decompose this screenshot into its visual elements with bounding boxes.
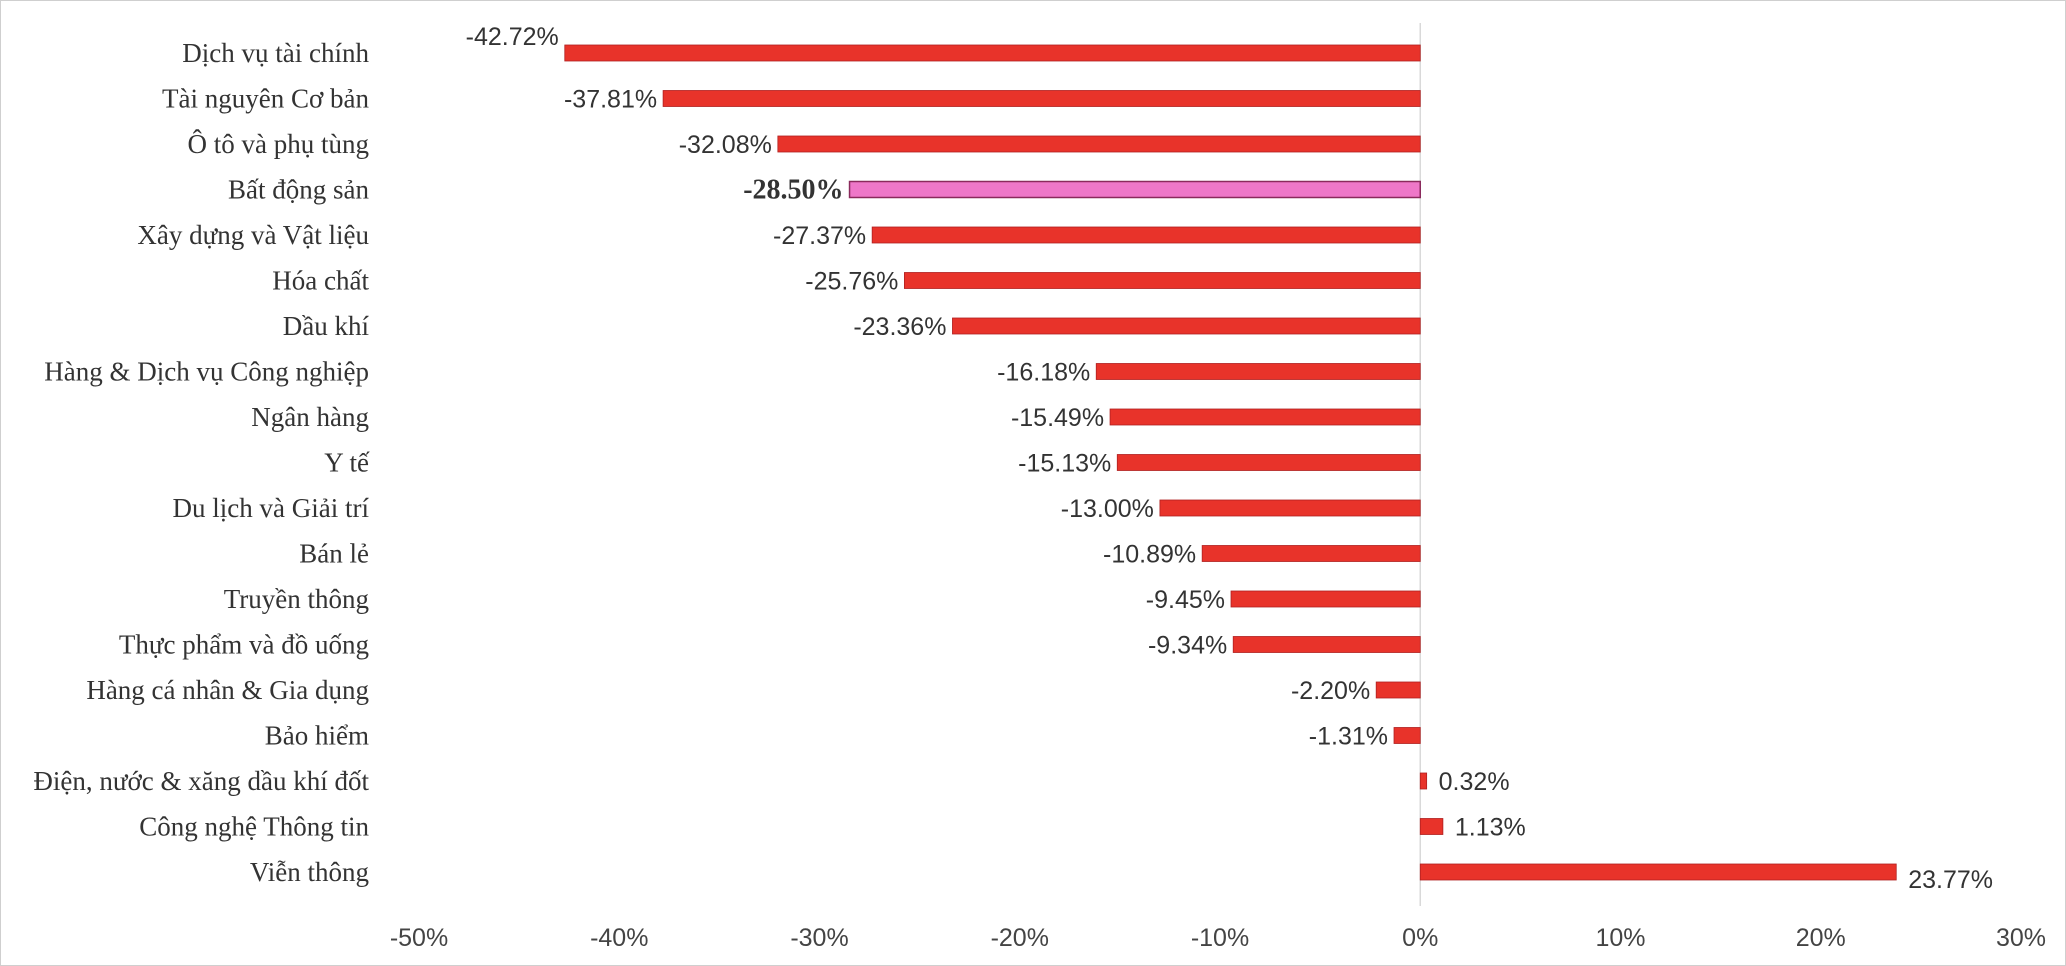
value-label: -16.18% [997,359,1090,387]
bar [1116,454,1421,471]
category-label: Điện, nước & xăng dầu khí đốt [33,766,369,796]
bar [1419,772,1428,790]
category-label: Hóa chất [272,266,369,296]
value-label: -27.37% [773,222,866,250]
category-label: Công nghệ Thông tin [139,812,369,842]
category-label: Dịch vụ tài chính [182,38,369,68]
x-tick-label: 10% [1595,924,1645,952]
value-label: -15.49% [1011,404,1104,432]
bar [564,44,1421,62]
category-label: Y tế [324,448,370,478]
value-label: -13.00% [1061,495,1154,523]
category-label: Bất động sản [228,175,369,205]
x-tick-label: 0% [1402,924,1438,952]
bar [1393,727,1421,744]
value-label: -37.81% [564,86,657,114]
x-tick-label: -10% [1191,924,1249,952]
bar [1201,545,1421,562]
category-label: Hàng & Dịch vụ Công nghiệp [44,357,369,387]
category-label: Ô tô và phụ tùng [188,129,370,159]
x-tick-label: 20% [1796,924,1846,952]
category-label: Thực phẩm và đồ uống [119,630,369,660]
category-label: Bán lẻ [299,539,369,569]
category-label: Du lịch và Giải trí [173,493,370,523]
value-label: -28.50% [743,175,843,206]
x-tick-label: -20% [991,924,1049,952]
value-label: -9.34% [1148,632,1227,660]
category-label: Bảo hiểm [265,721,369,751]
category-label: Ngân hàng [251,402,369,432]
bar [848,180,1421,199]
value-label: -23.36% [853,313,946,341]
value-label: 0.32% [1439,768,1510,796]
category-label: Tài nguyên Cơ bản [162,84,369,114]
bar [662,90,1421,107]
x-tick-label: 30% [1996,924,2046,952]
bar [1375,681,1421,699]
category-label: Hàng cá nhân & Gia dụng [86,675,369,705]
category-label: Truyền thông [224,584,369,614]
value-label: -32.08% [679,131,772,159]
bar [1419,818,1444,835]
bar [1095,363,1421,380]
category-label: Xây dựng và Vật liệu [137,220,369,250]
value-label: -2.20% [1291,677,1370,705]
category-label: Dầu khí [283,311,370,341]
value-label: -15.13% [1018,450,1111,478]
x-tick-label: -40% [590,924,648,952]
value-label: -10.89% [1103,541,1196,569]
value-label: -25.76% [805,268,898,296]
category-label: Viễn thông [250,857,369,887]
x-tick-label: -50% [390,924,448,952]
bar [1232,636,1421,653]
bar [1230,590,1421,608]
x-tick-label: -30% [790,924,848,952]
value-label: -1.31% [1309,723,1388,751]
bar [1419,863,1897,881]
value-label: 23.77% [1908,866,1993,894]
bar [871,226,1421,244]
value-label: -42.72% [466,23,559,51]
bar [1159,499,1421,517]
value-label: -9.45% [1146,586,1225,614]
bar [904,272,1421,289]
value-label: 1.13% [1455,814,1526,842]
bar [952,317,1421,335]
bar [1109,408,1421,426]
bar [777,135,1421,153]
